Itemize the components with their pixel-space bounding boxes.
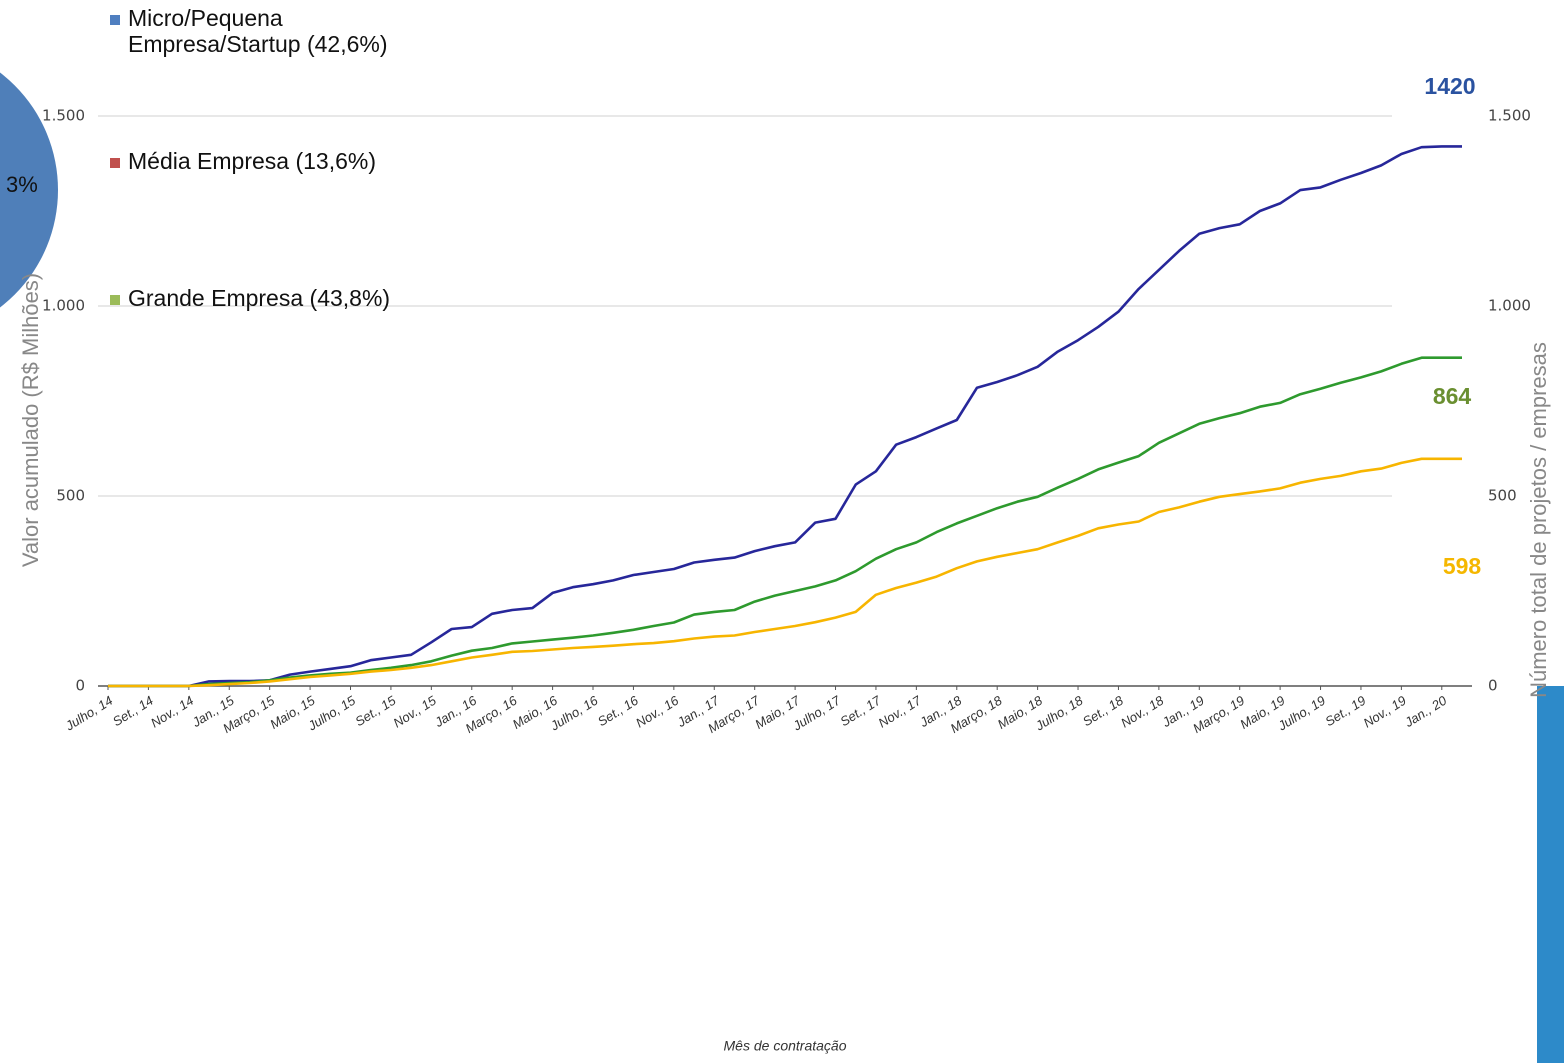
series-line <box>108 145 1462 688</box>
end-value-label: 1420 <box>1424 73 1475 99</box>
series-line <box>108 457 1462 688</box>
y-tick-label: 500 <box>56 487 85 505</box>
series-line <box>108 356 1462 688</box>
x-tick-label: Nov., 14 <box>148 693 196 731</box>
y2-tick-label: 1.000 <box>1488 297 1531 315</box>
x-tick-label: Nov., 16 <box>633 692 682 730</box>
side-decoration <box>1537 686 1564 1063</box>
x-tick-label: Nov., 18 <box>1118 692 1167 730</box>
y-tick-label: 1.000 <box>42 297 85 315</box>
x-tick-label: Nov., 15 <box>391 692 440 730</box>
x-tick-label: Set., 16 <box>595 692 642 729</box>
legend-swatch <box>110 15 120 25</box>
legend-label: Média Empresa (13,6%) <box>128 148 376 174</box>
x-tick-label: Set., 15 <box>352 692 399 729</box>
x-tick-label: Set., 17 <box>837 692 884 729</box>
legend-label: Grande Empresa (43,8%) <box>128 285 390 311</box>
x-tick-label: Julho, 14 <box>62 693 116 734</box>
y-tick-label: 0 <box>75 677 85 695</box>
pie-fragment <box>0 72 58 308</box>
x-tick-label: Set., 14 <box>110 693 156 729</box>
x-tick-label: Nov., 17 <box>876 692 925 730</box>
y2-tick-label: 500 <box>1488 487 1517 505</box>
y-tick-label: 1.500 <box>42 107 85 125</box>
y2-tick-label: 0 <box>1488 677 1498 695</box>
y2-tick-label: 1.500 <box>1488 107 1531 125</box>
x-tick-label: Jan., 20 <box>1401 692 1450 730</box>
legend-swatch <box>110 158 120 168</box>
y2-axis-title: Número total de projetos / empresas <box>1526 342 1551 698</box>
legend-label: Micro/Pequena Empresa/Startup (42,6%) <box>128 5 388 57</box>
x-axis-title: Mês de contratação <box>724 1038 847 1054</box>
legend-swatch <box>110 295 120 305</box>
pie-label: 3% <box>6 172 38 197</box>
end-value-label: 864 <box>1433 383 1472 409</box>
y-axis-title: Valor acumulado (R$ Milhões) <box>18 273 43 567</box>
x-tick-label: Set., 18 <box>1080 692 1127 729</box>
x-tick-label: Nov., 19 <box>1361 693 1409 731</box>
end-value-label: 598 <box>1443 553 1482 579</box>
x-tick-label: Set., 19 <box>1322 693 1368 729</box>
